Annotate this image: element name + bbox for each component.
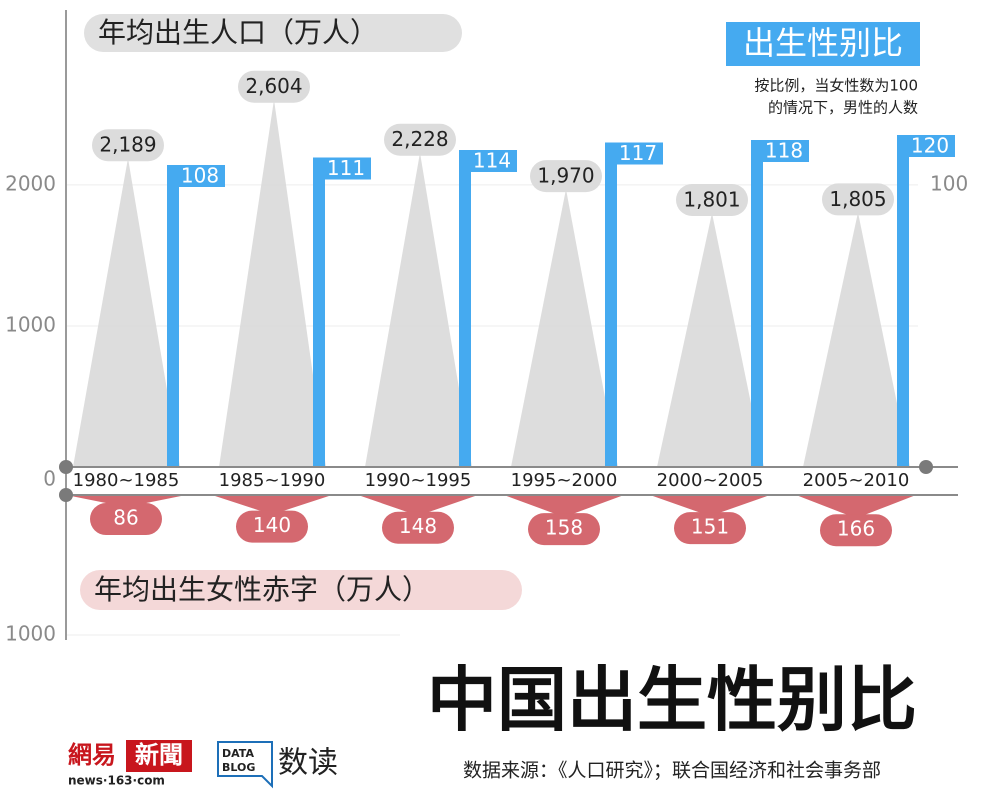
label-pill	[822, 183, 894, 216]
y-tick-label: 2000	[5, 171, 56, 195]
series-note: 按比例，当女性数为100	[754, 77, 918, 95]
triangle-down	[796, 495, 916, 519]
x-tick-label: 1990~1995	[365, 470, 472, 491]
label-pill	[674, 512, 746, 545]
y2-tick-label: 100	[930, 172, 968, 196]
data-label: 114	[473, 149, 511, 173]
series-title: 年均出生女性赤字（万人）	[94, 573, 430, 606]
logo-text: news·163·com	[68, 774, 165, 788]
label-pill	[382, 511, 454, 544]
label-box	[605, 142, 663, 165]
label-box	[751, 140, 809, 162]
axis-dot	[919, 460, 933, 474]
data-label: 108	[181, 164, 219, 188]
data-label: 118	[765, 139, 803, 163]
bar	[751, 140, 763, 467]
data-label: 1,970	[537, 164, 594, 188]
label-pill	[528, 513, 600, 546]
label-box	[897, 135, 955, 157]
label-pill	[90, 503, 162, 536]
series-title: 年均出生人口（万人）	[98, 16, 378, 49]
label-box	[313, 157, 371, 180]
data-label: 151	[691, 515, 729, 539]
data-label: 117	[619, 141, 657, 165]
bar	[897, 135, 909, 467]
triangle	[73, 158, 180, 467]
data-label: 1,801	[683, 187, 740, 211]
triangle-down	[212, 495, 332, 515]
label-pill	[238, 70, 310, 103]
data-label: 86	[113, 506, 138, 530]
logo-text: BLOG	[222, 761, 255, 774]
bar	[167, 165, 179, 467]
logo-text: 数读	[278, 746, 338, 781]
triangle	[219, 99, 326, 468]
series-title-pill	[80, 570, 522, 610]
series-title-box	[726, 22, 920, 66]
logo-datablog: DATA BLOG 数读	[217, 741, 338, 789]
x-tick-label: 1985~1990	[219, 470, 326, 491]
triangle-down	[66, 495, 186, 508]
logo-text: 網易	[68, 741, 116, 769]
plot: 0 1000 2000 1000 100 108 111 114 117 118 120 86 140 1…	[5, 10, 968, 646]
x-tick-label: 2000~2005	[657, 470, 764, 491]
axis-dot	[59, 488, 73, 502]
triangle	[803, 212, 910, 467]
label-pill	[676, 183, 748, 216]
bar	[605, 142, 617, 467]
data-label: 158	[545, 516, 583, 540]
logo-netease: 網易 新聞 news·163·com	[68, 740, 192, 788]
label-pill	[92, 129, 164, 162]
source: 数据来源：《人口研究》；联合国经济和社会事务部	[463, 760, 881, 782]
data-label: 1,805	[829, 187, 886, 211]
triangle	[511, 189, 618, 467]
triangle-down	[358, 495, 478, 516]
logo-box	[126, 740, 192, 772]
triangle-down	[504, 495, 624, 518]
x-tick-label: 1995~2000	[511, 470, 618, 491]
data-label: 2,228	[391, 127, 448, 151]
data-label: 111	[327, 156, 365, 180]
logo-text: 新聞	[135, 741, 183, 769]
label-pill	[236, 510, 308, 543]
chart-title: 中国出生性别比	[427, 659, 917, 741]
data-label: 120	[911, 134, 949, 158]
data-label: 2,189	[99, 133, 156, 157]
y-tick-label: 1000	[5, 312, 56, 336]
triangle	[365, 152, 472, 467]
label-pill	[530, 160, 602, 193]
y-tick-label: 1000	[5, 622, 56, 646]
x-tick-label: 1980~1985	[73, 470, 180, 491]
label-pill	[820, 514, 892, 547]
x-tick-label: 2005~2010	[803, 470, 910, 491]
bar	[459, 150, 471, 467]
axis-dot	[59, 460, 73, 474]
data-label: 2,604	[245, 74, 302, 98]
label-box	[167, 165, 225, 187]
label-pill	[384, 123, 456, 156]
label-box	[459, 150, 517, 172]
logo-box	[217, 741, 273, 789]
series-title: 出生性别比	[743, 24, 903, 62]
bar	[313, 157, 325, 467]
triangle	[657, 212, 764, 467]
y-tick-label: 0	[43, 467, 56, 491]
series-title-pill	[84, 14, 462, 52]
data-label: 166	[837, 517, 875, 541]
data-label: 140	[253, 513, 291, 537]
data-label: 148	[399, 514, 437, 538]
series-note: 的情况下，男性的人数	[768, 99, 918, 117]
triangle-down	[650, 495, 770, 517]
logo-text: DATA	[222, 747, 254, 760]
